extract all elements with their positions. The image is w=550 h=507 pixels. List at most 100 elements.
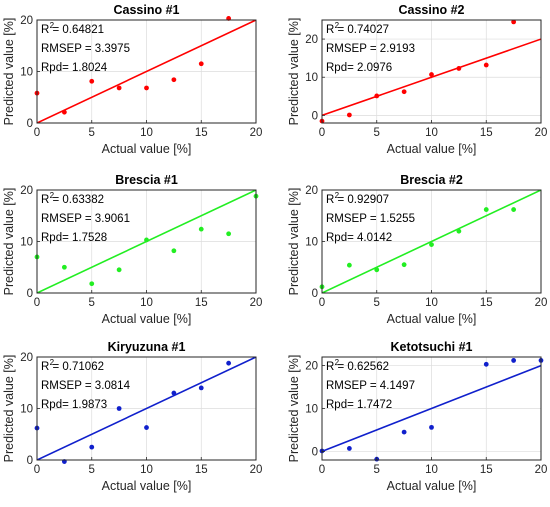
- x-tick-label: 5: [374, 464, 380, 476]
- x-tick-label: 10: [140, 297, 153, 309]
- data-point: [171, 248, 177, 254]
- fit-line: [322, 364, 541, 453]
- x-tick-label: 5: [374, 127, 380, 139]
- data-point: [89, 78, 95, 84]
- y-tick-label: 20: [305, 361, 318, 373]
- x-tick-label: 15: [480, 297, 493, 309]
- r-squared-superscript: 2: [335, 358, 340, 367]
- x-tick-label: 20: [250, 127, 263, 139]
- data-point: [401, 429, 407, 435]
- y-axis-label: Predicted value [%]: [287, 188, 301, 296]
- data-point: [456, 228, 462, 234]
- panel: 0 5 10 15 20 0 10 20 Kiryuzuna #1 Actual value [%…: [2, 340, 262, 493]
- panel: 0 5 10 15 20 0 10 20 Cassino #2 Actual value [%] P…: [287, 3, 547, 156]
- x-tick-label: 10: [140, 464, 153, 476]
- stat-line: Rpd= 1.9873: [41, 399, 107, 411]
- x-tick-label: 20: [535, 464, 548, 476]
- data-point: [429, 242, 434, 247]
- y-axis-label: Predicted value [%]: [287, 355, 301, 463]
- stat-line: R = 0.62562: [326, 361, 389, 373]
- data-point: [226, 360, 232, 366]
- y-axis-label: Predicted value [%]: [2, 18, 16, 126]
- data-point: [198, 385, 204, 391]
- data-point: [61, 109, 67, 115]
- data-point: [429, 424, 434, 430]
- x-tick-label: 10: [425, 464, 438, 476]
- panel-title: Ketotsuchi #1: [391, 340, 473, 354]
- y-tick-label: 20: [20, 15, 33, 27]
- y-tick-label: 20: [305, 185, 318, 197]
- stat-line: RMSEP = 4.1497: [326, 380, 415, 392]
- data-point: [171, 390, 177, 396]
- x-tick-label: 15: [480, 464, 493, 476]
- stat-line: Rpd= 2.0976: [326, 62, 392, 74]
- data-point: [511, 19, 517, 25]
- x-axis-label: Actual value [%]: [102, 479, 192, 493]
- y-tick-label: 0: [27, 118, 33, 130]
- data-point: [198, 226, 204, 232]
- x-tick-label: 10: [140, 127, 153, 139]
- y-tick-label: 10: [20, 67, 33, 79]
- y-tick-label: 10: [305, 72, 318, 84]
- data-point: [456, 66, 462, 71]
- stat-line: RMSEP = 3.0814: [41, 380, 131, 392]
- data-point: [483, 62, 489, 68]
- data-point: [346, 112, 352, 118]
- y-tick-label: 0: [312, 288, 318, 300]
- data-point: [116, 267, 122, 273]
- x-tick-label: 20: [250, 297, 263, 309]
- x-tick-label: 10: [425, 297, 438, 309]
- data-point: [116, 406, 122, 411]
- y-axis-label: Predicted value [%]: [2, 188, 16, 296]
- r-squared-superscript: 2: [335, 191, 340, 200]
- fit-line: [322, 38, 541, 117]
- y-tick-label: 0: [312, 110, 318, 122]
- data-point: [374, 267, 380, 273]
- data-point: [144, 237, 149, 243]
- y-axis-label: Predicted value [%]: [2, 355, 16, 463]
- y-tick-label: 10: [305, 237, 318, 249]
- x-axis-label: Actual value [%]: [387, 312, 477, 326]
- x-tick-label: 0: [319, 297, 325, 309]
- data-point: [401, 89, 407, 95]
- stat-line: RMSEP = 3.3975: [41, 43, 130, 55]
- x-axis-label: Actual value [%]: [102, 142, 192, 156]
- x-tick-label: 0: [34, 127, 40, 139]
- data-point: [144, 425, 149, 430]
- r-squared-superscript: 2: [50, 358, 55, 367]
- x-tick-label: 15: [195, 464, 208, 476]
- data-point: [171, 77, 177, 83]
- panel: 0 5 10 15 20 0 10 20 Brescia #1 Actual value [%] P…: [2, 173, 262, 326]
- panel-title: Cassino #2: [398, 3, 464, 17]
- y-tick-label: 10: [20, 237, 33, 249]
- data-point: [198, 61, 204, 67]
- stat-line: RMSEP = 3.9061: [41, 213, 130, 225]
- y-tick-label: 10: [20, 404, 33, 416]
- x-axis-label: Actual value [%]: [387, 142, 477, 156]
- stat-line: RMSEP = 1.5255: [326, 213, 415, 225]
- x-tick-label: 15: [195, 297, 208, 309]
- stat-line: R = 0.64821: [41, 24, 104, 36]
- stat-line: Rpd= 4.0142: [326, 232, 392, 244]
- x-tick-label: 5: [89, 464, 95, 476]
- r-squared-superscript: 2: [335, 21, 340, 30]
- stat-line: Rpd= 1.8024: [41, 62, 108, 74]
- data-point: [116, 85, 122, 91]
- stat-line: R = 0.92907: [326, 194, 389, 206]
- stat-line: Rpd= 1.7472: [326, 399, 392, 411]
- panel: 0 5 10 15 20 0 10 20 Cassino #1 Actual value [%] P…: [2, 3, 262, 156]
- data-point: [511, 207, 517, 212]
- stat-line: RMSEP = 2.9193: [326, 43, 415, 55]
- stat-line: R = 0.74027: [326, 24, 389, 36]
- stat-line: R = 0.71062: [41, 361, 104, 373]
- data-point: [374, 93, 380, 99]
- y-axis-label: Predicted value [%]: [287, 18, 301, 126]
- panel-title: Cassino #1: [113, 3, 179, 17]
- data-point: [483, 361, 489, 367]
- y-tick-label: 0: [27, 288, 33, 300]
- stat-line: Rpd= 1.7528: [41, 232, 107, 244]
- data-point: [226, 231, 232, 237]
- x-tick-label: 5: [89, 127, 95, 139]
- x-tick-label: 10: [425, 127, 438, 139]
- data-point: [89, 281, 95, 287]
